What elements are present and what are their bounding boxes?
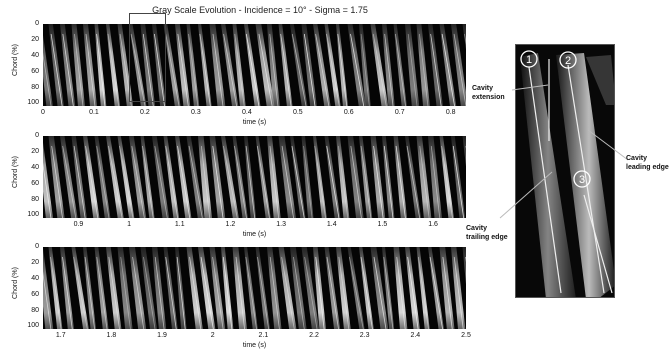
y-axis-label: Chord (%): [12, 142, 24, 202]
inset-closeup: 1 2 3: [515, 44, 615, 298]
marker-1-label: 1: [526, 54, 532, 66]
zoom-region-box: [129, 13, 166, 102]
x-tick: 0.8: [446, 109, 456, 116]
cavity-edge-line: [246, 257, 257, 329]
cavity-edge-line: [97, 146, 109, 218]
y-tick: 20: [25, 259, 39, 266]
y-tick: 100: [25, 211, 39, 218]
x-tick: 1: [127, 221, 131, 228]
x-tick: 0: [41, 109, 45, 116]
x-tick: 0.6: [344, 109, 354, 116]
cavity-edge-line: [257, 146, 269, 218]
y-tick: 100: [25, 322, 39, 329]
y-axis-label: Chord (%): [12, 253, 24, 313]
x-axis-label: time (s): [43, 342, 466, 349]
x-tick: 2.5: [461, 332, 471, 339]
grayscale-image: [43, 247, 466, 329]
y-tick: 40: [25, 164, 39, 171]
x-tick: 2.1: [258, 332, 268, 339]
marker-3-label: 3: [579, 174, 585, 186]
x-tick: 0.9: [74, 221, 84, 228]
panel-2: Chord (%) 0 20 40 60 80 100 0.9 1 1.1 1.2 1.…: [8, 122, 473, 227]
x-tick: 1.4: [327, 221, 337, 228]
cavity-edge-line: [349, 257, 363, 329]
x-tick: 0.7: [395, 109, 405, 116]
marker-2-label: 2: [565, 55, 571, 67]
cavity-edge-line: [315, 146, 326, 218]
cavity-edge-line: [50, 257, 61, 329]
y-tick: 0: [25, 20, 39, 27]
x-tick: 0.2: [140, 109, 150, 116]
cavity-edge-line: [327, 146, 339, 218]
y-tick: 0: [25, 243, 39, 250]
y-tick: 0: [25, 132, 39, 139]
x-tick: 1.5: [378, 221, 388, 228]
cavity-edge-line: [258, 257, 269, 329]
grayscale-image: [43, 136, 466, 218]
x-tick: 0.1: [89, 109, 99, 116]
y-tick: 80: [25, 196, 39, 203]
cavity-edge-line: [327, 257, 339, 329]
cavity-edge-line: [155, 146, 167, 218]
cavity-edge-line: [108, 34, 119, 106]
y-tick: 60: [25, 291, 39, 298]
x-tick: 0.3: [191, 109, 201, 116]
panel-1: Chord (%) 0 20 40 60 80 100 0 0.1 0.2 0.3 0.…: [8, 10, 473, 115]
y-tick: 40: [25, 275, 39, 282]
y-tick: 80: [25, 84, 39, 91]
grayscale-image: [43, 24, 466, 106]
cavity-edge-line: [132, 146, 145, 218]
x-tick: 2: [211, 332, 215, 339]
cavity-edge-line: [316, 34, 329, 106]
y-axis-label: Chord (%): [12, 30, 24, 90]
x-tick: 1.6: [428, 221, 438, 228]
panel-3: Chord (%) 0 20 40 60 80 100 1.7 1.8 1.9 2 2.…: [8, 233, 473, 338]
y-tick: 60: [25, 68, 39, 75]
x-tick: 1.8: [107, 332, 117, 339]
cavity-edge-line: [108, 146, 122, 218]
cavity-edge-line: [86, 146, 98, 218]
cavity-edge-line: [442, 34, 454, 106]
cavity-edge-line: [430, 257, 443, 329]
x-tick: 1.9: [157, 332, 167, 339]
y-tick: 40: [25, 52, 39, 59]
inset-image: 1 2 3: [516, 45, 615, 298]
y-tick: 60: [25, 180, 39, 187]
cavity-edge-line: [418, 257, 428, 329]
cavity-edge-line: [177, 146, 189, 218]
y-tick: 100: [25, 99, 39, 106]
y-tick: 20: [25, 36, 39, 43]
y-tick: 80: [25, 307, 39, 314]
x-tick: 2.2: [309, 332, 319, 339]
x-tick: 2.4: [410, 332, 420, 339]
cavity-edge-line: [246, 34, 259, 106]
x-tick: 0.4: [242, 109, 252, 116]
cavity-edge-line: [395, 34, 405, 106]
x-tick: 1.1: [175, 221, 185, 228]
cavity-edge-line: [407, 146, 420, 218]
x-tick: 2.3: [360, 332, 370, 339]
cavity-edge-line: [200, 34, 210, 106]
x-tick: 0.5: [293, 109, 303, 116]
x-tick: 1.2: [226, 221, 236, 228]
cavity-edge-line: [442, 146, 453, 218]
x-tick: 1.3: [276, 221, 286, 228]
x-tick: 1.7: [56, 332, 66, 339]
cavity-edge-line: [166, 34, 179, 106]
y-tick: 20: [25, 148, 39, 155]
